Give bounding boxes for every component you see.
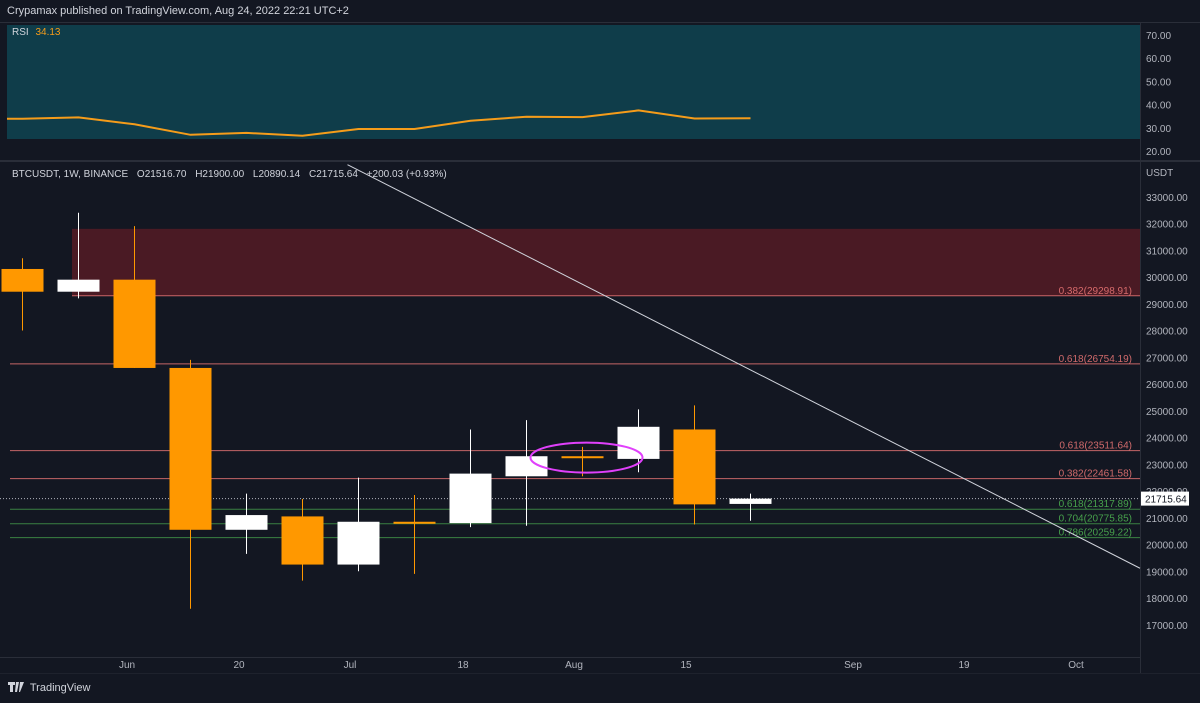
candle-body — [393, 521, 436, 524]
rsi-band — [7, 25, 1140, 139]
fib-level-label: 0.704(20775.85) — [1059, 514, 1132, 525]
fib-level-label: 0.382(29298.91) — [1059, 286, 1132, 297]
price-tick-label: 31000.00 — [1146, 246, 1188, 257]
candle-body — [57, 279, 100, 292]
price-tick-label: 21000.00 — [1146, 514, 1188, 525]
price-axis-divider — [1140, 22, 1141, 673]
time-tick-label: Jul — [344, 660, 357, 671]
candle-body — [337, 521, 380, 565]
price-tick-label: 33000.00 — [1146, 193, 1188, 204]
price-axis-unit: USDT — [1146, 168, 1173, 179]
price-tick-label: 24000.00 — [1146, 434, 1188, 445]
rsi-legend[interactable]: RSI 34.13 — [12, 27, 60, 38]
last-price-tag-label: 21715.64 — [1145, 495, 1187, 506]
price-tick-label: 17000.00 — [1146, 621, 1188, 632]
candle-body — [561, 456, 604, 459]
highlight-ellipse — [529, 441, 644, 474]
time-tick-label: 18 — [457, 660, 469, 671]
publish-header: Crypamax published on TradingView.com, A… — [0, 0, 1200, 22]
tradingview-logo-icon — [8, 682, 24, 692]
candle-body — [673, 429, 716, 505]
header-divider — [0, 22, 1200, 23]
publish-line: Crypamax published on TradingView.com, A… — [7, 5, 349, 17]
price-tick-label: 25000.00 — [1146, 407, 1188, 418]
time-tick-label: Jun — [119, 660, 135, 671]
rsi-label: RSI — [12, 27, 29, 38]
rsi-tick-label: 30.00 — [1146, 124, 1171, 135]
brand-name: TradingView — [29, 682, 91, 694]
price-tick-label: 27000.00 — [1146, 353, 1188, 364]
candle-body — [505, 456, 548, 477]
rsi-line — [7, 109, 751, 137]
candle-body — [281, 516, 324, 565]
rsi-tick-label: 70.00 — [1146, 31, 1171, 42]
price-tick-label: 20000.00 — [1146, 541, 1188, 552]
rsi-tick-label: 50.00 — [1146, 77, 1171, 88]
footer-bar: TradingView — [0, 673, 1200, 703]
fib-level-label: 0.382(22461.58) — [1059, 469, 1132, 480]
fib-level-label: 0.618(26754.19) — [1059, 354, 1132, 365]
time-tick-label: Sep — [844, 660, 862, 671]
time-axis-divider — [0, 657, 1140, 658]
time-tick-label: Aug — [565, 660, 583, 671]
price-tick-label: 18000.00 — [1146, 594, 1188, 605]
trendline — [347, 164, 1141, 569]
fib-level-label: 0.618(23511.64) — [1059, 441, 1132, 452]
low-value: L20890.14 — [252, 169, 301, 180]
rsi-value: 34.13 — [35, 27, 61, 38]
time-tick-label: 19 — [958, 660, 970, 671]
time-tick-label: Oct — [1068, 660, 1084, 671]
candle-body — [617, 426, 660, 459]
price-tick-label: 29000.00 — [1146, 300, 1188, 311]
price-tick-label: 23000.00 — [1146, 460, 1188, 471]
close-value: C21715.64 — [308, 169, 358, 180]
pane-divider — [0, 160, 1200, 162]
ohlc-legend[interactable]: BTCUSDT, 1W, BINANCE O21516.70 H21900.00… — [12, 169, 453, 180]
candle-body — [113, 279, 156, 368]
tradingview-logo[interactable]: TradingView — [8, 682, 90, 694]
candle-body — [1, 268, 44, 292]
candle-body — [225, 515, 268, 530]
symbol-label: BTCUSDT, 1W, BINANCE — [12, 169, 129, 180]
price-tick-label: 28000.00 — [1146, 327, 1188, 338]
fib-level-label: 0.786(20259.22) — [1059, 528, 1132, 539]
candle-body — [449, 473, 492, 524]
open-value: O21516.70 — [136, 169, 187, 180]
price-tick-label: 26000.00 — [1146, 380, 1188, 391]
time-tick-label: 15 — [680, 660, 692, 671]
last-price-tag — [1141, 491, 1189, 506]
resistance-zone — [72, 228, 1140, 296]
change-value: +200.03 (+0.93%) — [366, 169, 447, 180]
high-value: H21900.00 — [195, 169, 245, 180]
price-tick-label: 32000.00 — [1146, 220, 1188, 231]
rsi-tick-label: 60.00 — [1146, 54, 1171, 65]
time-tick-label: 20 — [233, 660, 245, 671]
candle-body — [729, 498, 772, 504]
price-tick-label: 19000.00 — [1146, 567, 1188, 578]
candle-body — [169, 367, 212, 530]
rsi-tick-label: 20.00 — [1146, 147, 1171, 158]
price-tick-label: 30000.00 — [1146, 273, 1188, 284]
rsi-tick-label: 40.00 — [1146, 101, 1171, 112]
fib-level-label: 0.618(21317.89) — [1059, 499, 1132, 510]
